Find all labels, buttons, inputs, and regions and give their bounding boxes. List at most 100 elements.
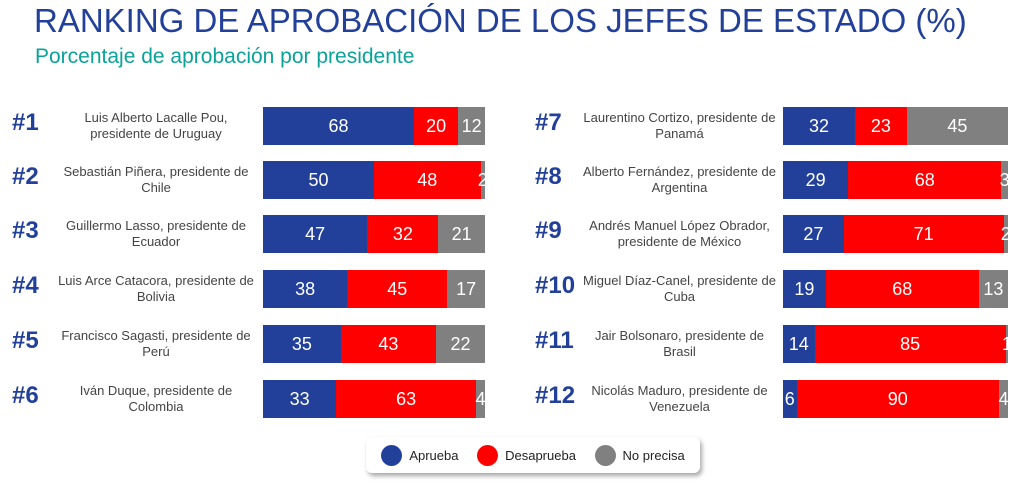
stacked-bar: 14 85 1: [783, 325, 1012, 363]
segment-no-precisa: 45: [906, 107, 1008, 145]
data-label: 90: [887, 388, 908, 409]
segment-no-precisa: 1: [1002, 325, 1012, 363]
segment-desaprueba: 45: [347, 270, 448, 308]
stacked-bar: 38 45 17: [263, 270, 485, 308]
legend: Aprueba Desaprueba No precisa: [366, 437, 700, 473]
data-label: 45: [947, 115, 968, 136]
data-label: 4: [475, 388, 486, 409]
president-name: Sebastián Piñera, presidente de Chile: [63, 164, 249, 195]
data-label: 45: [387, 278, 408, 299]
stacked-bar: 35 43 22: [263, 325, 485, 363]
president-name: Nicolás Maduro, presidente de Venezuela: [591, 383, 768, 414]
rank-label: #5: [12, 327, 39, 354]
legend-item-no-precisa: No precisa: [594, 444, 685, 466]
segment-desaprueba: 68: [848, 161, 1002, 199]
segment-aprueba: 19: [783, 270, 826, 308]
data-label: 50: [308, 169, 329, 190]
stacked-bar: 47 32 21: [263, 215, 485, 253]
president-name: Miguel Díaz-Canel, presidente de Cuba: [583, 273, 776, 304]
segment-aprueba: 68: [263, 107, 414, 145]
stacked-bar: 50 48 2: [263, 161, 488, 199]
data-label: 14: [788, 333, 809, 354]
segment-no-precisa: 22: [436, 325, 485, 363]
segment-aprueba: 47: [263, 215, 368, 253]
segment-desaprueba: 71: [843, 215, 1004, 253]
stacked-bar: 27 71 2: [783, 215, 1011, 253]
president-name: Guillermo Lasso, presidente de Ecuador: [66, 218, 246, 249]
data-label: 23: [870, 115, 891, 136]
segment-no-precisa: 3: [1000, 161, 1010, 199]
data-label: 21: [451, 223, 472, 244]
segment-aprueba: 29: [783, 161, 849, 199]
president-name: Francisco Sagasti, presidente de Perú: [61, 328, 251, 359]
data-label: 4: [998, 388, 1009, 409]
stacked-bar: 6 90 4: [783, 380, 1009, 418]
rank-label: #3: [12, 217, 39, 244]
data-label: 6: [784, 388, 795, 409]
segment-aprueba: 6: [783, 380, 797, 418]
legend-swatch-no-precisa: [594, 444, 616, 466]
segment-no-precisa: 2: [1000, 215, 1011, 253]
legend-item-desaprueba: Desaprueba: [477, 444, 576, 466]
legend-label: Desaprueba: [505, 447, 576, 463]
rank-label: #6: [12, 382, 39, 409]
data-label: 85: [900, 333, 921, 354]
legend-label: Aprueba: [409, 447, 459, 463]
rank-label: #10: [535, 272, 576, 299]
data-label: 32: [808, 115, 830, 136]
chart-subtitle: Porcentaje de aprobación por presidente: [35, 45, 415, 68]
data-label: 32: [392, 223, 413, 244]
stacked-bar: 32 23 45: [783, 107, 1008, 145]
data-label: 2: [477, 169, 488, 190]
segment-aprueba: 14: [783, 325, 815, 363]
data-label: 27: [803, 223, 824, 244]
rank-label: #1: [12, 109, 39, 136]
segment-aprueba: 35: [263, 325, 341, 363]
data-label: 48: [417, 169, 438, 190]
president-name: Jair Bolsonaro, presidente de Brasil: [594, 328, 765, 359]
segment-desaprueba: 43: [340, 325, 437, 363]
segment-no-precisa: 13: [978, 270, 1008, 308]
president-name: Alberto Fernández, presidente de Argenti…: [583, 164, 776, 195]
stacked-bar: 19 68 13: [783, 270, 1008, 308]
segment-desaprueba: 90: [796, 380, 999, 418]
legend-label: No precisa: [622, 447, 685, 463]
segment-no-precisa: 4: [475, 380, 486, 418]
legend-swatch-desaprueba: [477, 444, 499, 466]
president-name: Luis Alberto Lacalle Pou, presidente de …: [84, 110, 228, 141]
legend-swatch-aprueba: [381, 444, 403, 466]
segment-desaprueba: 63: [336, 380, 477, 418]
legend-item-aprueba: Aprueba: [381, 444, 459, 466]
segment-desaprueba: 85: [814, 325, 1006, 363]
segment-no-precisa: 17: [447, 270, 485, 308]
segment-desaprueba: 48: [374, 161, 481, 199]
data-label: 68: [914, 169, 935, 190]
president-name: Laurentino Cortizo, presidente de Panamá: [583, 110, 776, 141]
president-name: Andrés Manuel López Obrador, presidente …: [589, 218, 770, 249]
chart-title: RANKING DE APROBACIÓN DE LOS JEFES DE ES…: [34, 2, 967, 39]
segment-aprueba: 50: [263, 161, 374, 199]
data-label: 20: [426, 115, 447, 136]
data-label: 2: [1000, 223, 1011, 244]
segment-no-precisa: 12: [458, 107, 485, 145]
rank-label: #8: [535, 163, 562, 190]
segment-aprueba: 27: [783, 215, 844, 253]
segment-no-precisa: 4: [998, 380, 1009, 418]
rank-label: #12: [535, 382, 576, 409]
segment-no-precisa: 2: [477, 161, 488, 199]
data-label: 35: [291, 333, 312, 354]
data-label: 68: [328, 115, 349, 136]
rank-label: #11: [535, 327, 574, 354]
data-label: 13: [983, 278, 1004, 299]
data-label: 1: [1001, 333, 1012, 354]
data-label: 47: [305, 223, 326, 244]
data-label: 33: [289, 388, 310, 409]
data-label: 19: [794, 278, 815, 299]
president-name: Iván Duque, presidente de Colombia: [79, 383, 233, 414]
stacked-bar: 33 63 4: [263, 380, 486, 418]
data-label: 71: [913, 223, 934, 244]
data-label: 29: [805, 169, 826, 190]
rank-label: #9: [535, 217, 562, 244]
stacked-bar: 29 68 3: [783, 161, 1010, 199]
